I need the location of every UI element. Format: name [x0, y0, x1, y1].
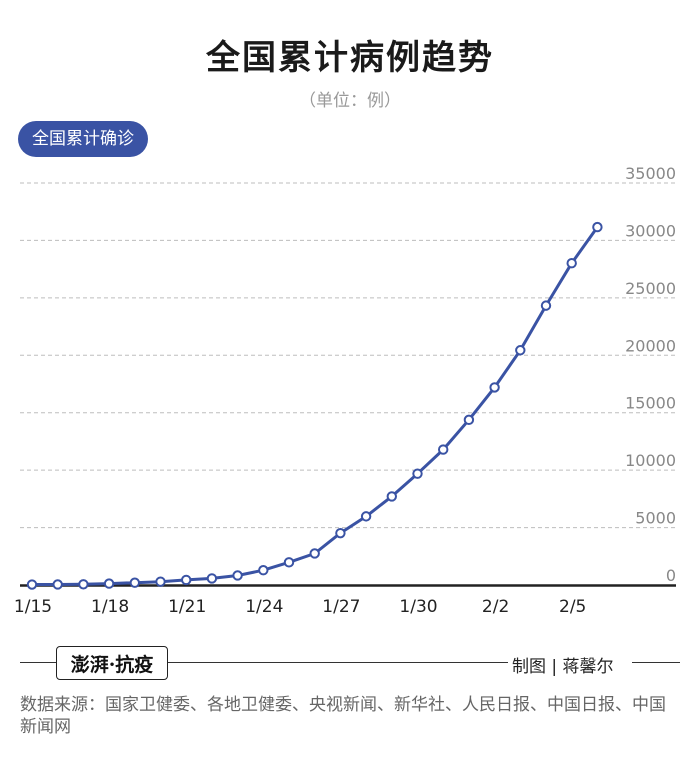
data-point	[412, 468, 423, 479]
data-point	[181, 574, 192, 586]
x-tick-label: 1/24	[245, 597, 283, 617]
data-point	[258, 565, 269, 576]
data-point	[155, 576, 166, 587]
data-point	[206, 573, 218, 584]
data-point	[592, 221, 603, 233]
data-point	[129, 577, 141, 588]
y-tick-label: 30000	[625, 221, 676, 240]
data-source: 数据来源：国家卫健委、各地卫健委、央视新闻、新华社、人民日报、中国日报、中国新闻…	[20, 695, 666, 737]
footer-divider-middle	[166, 662, 508, 663]
x-tick-label: 1/18	[91, 597, 129, 617]
brand-logo: 澎湃·抗疫	[56, 646, 168, 680]
x-tick-label: 1/15	[14, 597, 52, 617]
data-point	[232, 570, 243, 581]
y-tick-label: 10000	[625, 451, 676, 470]
legend-pill: 全国累计确诊	[18, 121, 148, 157]
chart-credit: 制图 | 蒋馨尔	[510, 652, 616, 677]
x-tick-label: 1/21	[168, 597, 206, 617]
data-point	[438, 444, 449, 455]
unit-label: （单位：例）	[299, 91, 401, 111]
y-tick-label: 35000	[625, 164, 676, 183]
data-point	[540, 300, 552, 311]
y-tick-label: 15000	[625, 394, 676, 413]
x-tick-label: 2/2	[482, 597, 509, 617]
data-point	[566, 257, 577, 269]
x-tick-labels: 1/15 1/18 1/21 1/24 1/27 1/30 2/2 2/5	[14, 597, 586, 617]
data-point	[52, 579, 63, 590]
data-point	[309, 548, 320, 559]
y-tick-label: 25000	[625, 279, 676, 298]
x-tick-label: 1/27	[322, 597, 360, 617]
footer-divider-right	[632, 662, 680, 663]
footer-divider-left	[20, 662, 60, 663]
x-tick-label: 1/30	[399, 597, 437, 617]
line-chart: 0 5000 10000 15000 20000 25000 30000 35000 1/15…	[14, 164, 676, 617]
data-point	[103, 578, 115, 589]
data-point	[78, 579, 89, 590]
data-point	[360, 511, 372, 522]
data-point	[463, 414, 475, 426]
data-point	[283, 557, 295, 568]
data-point	[335, 527, 346, 539]
y-tick-labels: 0 5000 10000 15000 20000 25000 30000 35000	[625, 164, 676, 585]
grid-lines	[20, 182, 676, 529]
y-tick-label: 0	[666, 566, 676, 585]
page-title: 全国累计病例趋势	[206, 38, 494, 78]
series-line-confirmed	[32, 226, 599, 586]
data-point	[515, 345, 526, 356]
data-point	[489, 382, 500, 393]
y-tick-label: 5000	[635, 509, 676, 528]
data-point	[386, 491, 397, 502]
x-tick-label: 2/5	[559, 597, 586, 617]
data-points	[26, 221, 603, 590]
y-tick-label: 20000	[625, 336, 676, 355]
data-point	[26, 579, 38, 590]
